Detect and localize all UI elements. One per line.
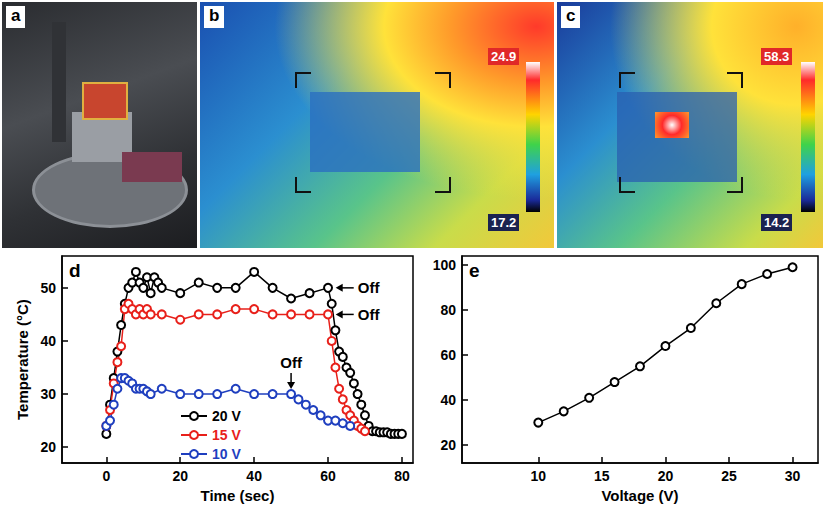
html-text:a: a xyxy=(11,6,21,25)
html-text:24.9: 24.9 xyxy=(491,49,517,64)
svg-text:20: 20 xyxy=(172,468,188,484)
svg-text:30: 30 xyxy=(40,386,56,402)
svg-text:100: 100 xyxy=(433,257,457,273)
svg-text:80: 80 xyxy=(440,302,456,318)
svg-text:30: 30 xyxy=(785,468,801,484)
svg-text:e: e xyxy=(469,260,480,281)
html-text:c: c xyxy=(566,6,576,25)
svg-text:20: 20 xyxy=(440,437,456,453)
svg-text:Off: Off xyxy=(280,354,303,371)
html-text:14.2: 14.2 xyxy=(764,215,790,230)
svg-text:d: d xyxy=(69,260,81,281)
svg-text:10: 10 xyxy=(530,468,546,484)
svg-text:15 V: 15 V xyxy=(212,427,241,443)
svg-text:Off: Off xyxy=(358,306,381,323)
svg-text:60: 60 xyxy=(320,468,336,484)
svg-text:15: 15 xyxy=(594,468,610,484)
svg-text:40: 40 xyxy=(440,392,456,408)
svg-text:80: 80 xyxy=(394,468,410,484)
html-text:b: b xyxy=(209,6,220,25)
svg-text:60: 60 xyxy=(440,347,456,363)
svg-text:20 V: 20 V xyxy=(212,408,241,424)
svg-text:50: 50 xyxy=(40,280,56,296)
svg-text:20: 20 xyxy=(40,439,56,455)
svg-text:Off: Off xyxy=(358,279,381,296)
svg-text:25: 25 xyxy=(721,468,737,484)
html-text:17.2: 17.2 xyxy=(491,215,517,230)
svg-text:10 V: 10 V xyxy=(212,446,241,462)
svg-text:40: 40 xyxy=(246,468,262,484)
svg-text:40: 40 xyxy=(40,333,56,349)
svg-text:0: 0 xyxy=(102,468,110,484)
svg-text:Temperature (°C): Temperature (°C) xyxy=(14,299,31,420)
svg-text:Time (sec): Time (sec) xyxy=(201,487,275,504)
html-text:58.3: 58.3 xyxy=(764,49,790,64)
svg-text:Voltage (V): Voltage (V) xyxy=(601,487,678,504)
svg-text:20: 20 xyxy=(658,468,674,484)
